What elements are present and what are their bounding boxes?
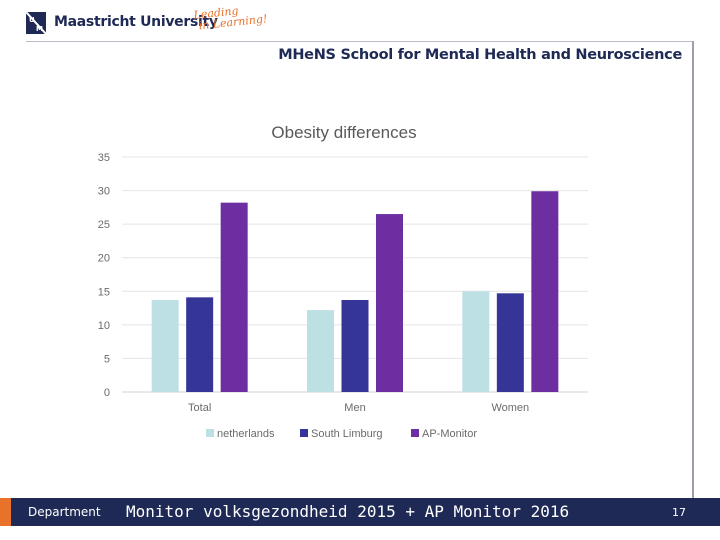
svg-text:M: M (36, 25, 43, 33)
university-logo-icon: U M (26, 12, 46, 34)
legend-label: South Limburg (311, 428, 383, 440)
footer-department: Department (28, 505, 101, 519)
chart-bars (151, 191, 559, 392)
y-tick-label: 0 (104, 387, 110, 399)
bar-south-limburg-total (186, 297, 214, 392)
legend-swatch (300, 429, 308, 437)
bar-ap-monitor-men (376, 214, 403, 392)
y-tick-label: 10 (98, 320, 110, 332)
x-tick-label: Women (491, 402, 529, 414)
chart-legend: netherlands South Limburg AP-Monitor (206, 428, 477, 440)
y-tick-label: 35 (98, 152, 110, 164)
svg-text:U: U (29, 16, 35, 24)
y-axis-ticks: 0 5 10 15 20 25 30 35 (98, 152, 110, 399)
x-tick-label: Men (344, 402, 365, 414)
bar-ap-monitor-total (220, 202, 248, 392)
bar-south-limburg-men (341, 300, 369, 392)
legend-swatch (411, 429, 419, 437)
y-tick-label: 15 (98, 286, 110, 298)
legend-label: netherlands (217, 428, 275, 440)
university-name: Maastricht University (54, 14, 218, 30)
chart-title: Obesity differences (271, 123, 416, 142)
bar-netherlands-total (151, 300, 179, 392)
y-tick-label: 20 (98, 253, 110, 265)
bar-netherlands-men (307, 310, 334, 392)
header: U M Maastricht University Leading in Lea… (0, 0, 720, 44)
bar-netherlands-women (462, 291, 490, 392)
bar-south-limburg-women (496, 293, 524, 392)
y-tick-label: 30 (98, 186, 110, 198)
y-tick-label: 5 (104, 353, 110, 365)
x-tick-label: Total (188, 402, 211, 414)
page-number: 17 (672, 506, 686, 519)
bar-ap-monitor-women (531, 191, 559, 392)
footer-title: Monitor volksgezondheid 2015 + AP Monito… (126, 502, 570, 521)
footer-accent (0, 498, 11, 526)
x-axis-ticks: Total Men Women (188, 402, 529, 414)
legend-swatch (206, 429, 214, 437)
footer-bar: Department Monitor volksgezondheid 2015 … (0, 498, 720, 526)
header-divider (26, 41, 693, 42)
y-tick-label: 25 (98, 219, 110, 231)
school-name: MHeNS School for Mental Health and Neuro… (278, 47, 682, 63)
legend-label: AP-Monitor (422, 428, 477, 440)
slide-right-border (692, 41, 694, 499)
